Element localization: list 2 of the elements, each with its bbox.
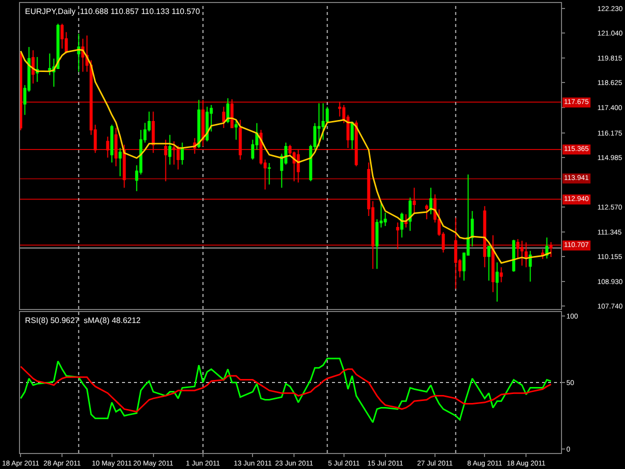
chart-title: RSI(8) 50.9627 sMA(8) 48.6212 [25,316,141,325]
chart-title: EURJPY,Daily 110.688 110.857 110.133 110.570 [25,7,200,16]
